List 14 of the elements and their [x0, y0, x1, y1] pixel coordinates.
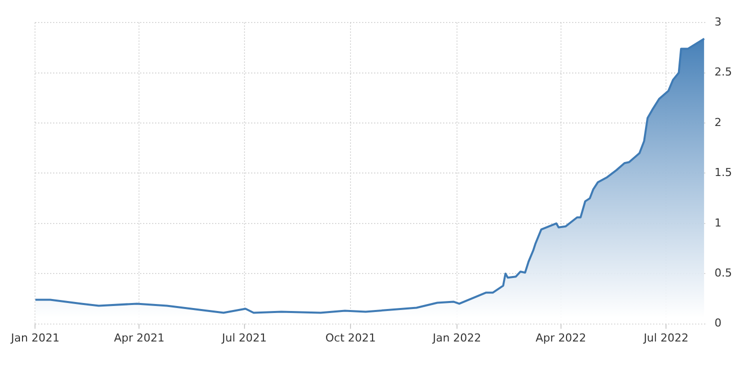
x-tick-label: Jul 2021 — [220, 331, 267, 344]
y-tick-label: 0.5 — [714, 266, 732, 280]
y-tick-label: 1.5 — [714, 166, 732, 180]
x-tick-label: Apr 2022 — [536, 331, 586, 344]
x-tick-label: Jan 2021 — [10, 331, 60, 344]
x-tick-label: Jul 2022 — [642, 331, 688, 344]
y-tick-label: 2 — [714, 116, 722, 129]
x-tick-label: Oct 2021 — [325, 331, 376, 344]
x-tick-label: Jan 2022 — [432, 331, 482, 344]
y-tick-label: 1 — [714, 216, 722, 230]
y-tick-label: 3 — [714, 15, 722, 28]
x-tick-label: Apr 2021 — [114, 331, 164, 344]
y-tick-label: 0 — [714, 316, 722, 330]
y-tick-label: 2.5 — [714, 66, 732, 79]
